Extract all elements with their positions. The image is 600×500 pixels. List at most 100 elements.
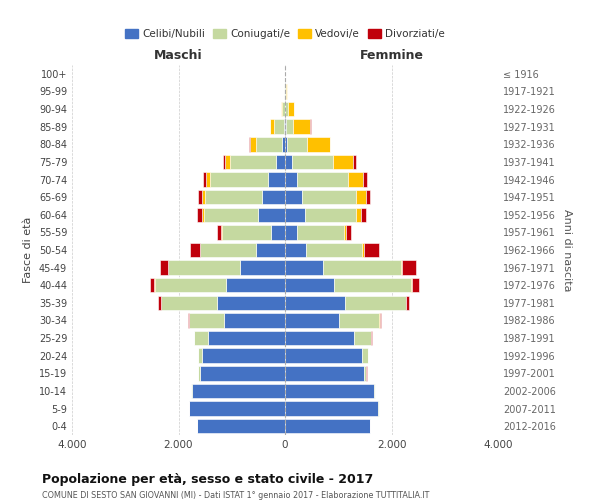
Bar bbox=[411, 278, 412, 292]
Bar bbox=[285, 419, 370, 434]
Bar bbox=[160, 260, 167, 275]
Bar bbox=[271, 225, 285, 240]
Text: Popolazione per età, sesso e stato civile - 2017: Popolazione per età, sesso e stato civil… bbox=[42, 472, 373, 486]
Bar bbox=[363, 172, 367, 186]
Bar bbox=[288, 102, 294, 117]
Bar bbox=[353, 154, 356, 169]
Bar bbox=[198, 348, 202, 363]
Text: Femmine: Femmine bbox=[359, 50, 424, 62]
Bar bbox=[198, 190, 202, 204]
Bar bbox=[226, 278, 285, 292]
Bar bbox=[223, 154, 225, 169]
Bar bbox=[282, 102, 284, 117]
Bar bbox=[285, 296, 344, 310]
Bar bbox=[287, 137, 307, 152]
Bar bbox=[284, 120, 285, 134]
Legend: Celibi/Nubili, Coniugati/e, Vedovi/e, Divorziati/e: Celibi/Nubili, Coniugati/e, Vedovi/e, Di… bbox=[122, 26, 448, 42]
Bar bbox=[230, 154, 277, 169]
Y-axis label: Fasce di età: Fasce di età bbox=[23, 217, 33, 283]
Bar bbox=[194, 331, 208, 345]
Bar bbox=[374, 384, 375, 398]
Bar bbox=[155, 278, 226, 292]
Bar bbox=[200, 243, 256, 257]
Bar bbox=[285, 208, 305, 222]
Bar bbox=[211, 172, 268, 186]
Bar bbox=[158, 296, 161, 310]
Bar bbox=[323, 260, 401, 275]
Bar bbox=[225, 154, 230, 169]
Bar bbox=[286, 84, 287, 98]
Bar bbox=[285, 137, 287, 152]
Bar bbox=[307, 137, 330, 152]
Bar bbox=[285, 172, 297, 186]
Bar bbox=[285, 278, 334, 292]
Bar bbox=[190, 243, 200, 257]
Bar bbox=[268, 172, 285, 186]
Bar bbox=[256, 137, 282, 152]
Bar bbox=[202, 208, 203, 222]
Bar bbox=[293, 120, 310, 134]
Bar bbox=[285, 384, 374, 398]
Bar bbox=[401, 260, 416, 275]
Bar bbox=[292, 154, 333, 169]
Text: COMUNE DI SESTO SAN GIOVANNI (MI) - Dati ISTAT 1° gennaio 2017 - Elaborazione TU: COMUNE DI SESTO SAN GIOVANNI (MI) - Dati… bbox=[42, 491, 430, 500]
Bar bbox=[362, 243, 364, 257]
Bar bbox=[297, 172, 349, 186]
Bar bbox=[364, 366, 366, 380]
Bar bbox=[262, 190, 285, 204]
Bar bbox=[285, 154, 292, 169]
Bar bbox=[202, 348, 285, 363]
Bar bbox=[205, 190, 262, 204]
Bar bbox=[285, 243, 307, 257]
Bar bbox=[206, 172, 211, 186]
Bar bbox=[364, 243, 379, 257]
Bar bbox=[286, 120, 293, 134]
Bar bbox=[217, 296, 285, 310]
Bar bbox=[200, 366, 285, 380]
Bar bbox=[346, 225, 351, 240]
Bar bbox=[217, 225, 221, 240]
Bar bbox=[285, 402, 378, 416]
Bar bbox=[189, 402, 285, 416]
Bar bbox=[259, 208, 285, 222]
Bar bbox=[362, 348, 368, 363]
Bar bbox=[285, 366, 364, 380]
Bar bbox=[297, 225, 344, 240]
Bar bbox=[240, 260, 285, 275]
Bar bbox=[256, 243, 285, 257]
Bar bbox=[333, 154, 353, 169]
Bar bbox=[197, 419, 285, 434]
Bar bbox=[285, 348, 362, 363]
Bar bbox=[305, 208, 356, 222]
Bar bbox=[188, 314, 189, 328]
Bar bbox=[286, 102, 288, 117]
Bar bbox=[356, 208, 361, 222]
Bar bbox=[285, 225, 297, 240]
Bar bbox=[285, 190, 302, 204]
Bar bbox=[274, 120, 284, 134]
Bar bbox=[334, 278, 411, 292]
Bar bbox=[271, 120, 274, 134]
Bar bbox=[285, 120, 286, 134]
Bar bbox=[285, 260, 323, 275]
Bar bbox=[307, 243, 362, 257]
Bar bbox=[224, 314, 285, 328]
Bar bbox=[202, 190, 205, 204]
Bar bbox=[189, 314, 224, 328]
Bar bbox=[203, 172, 206, 186]
Bar bbox=[203, 208, 259, 222]
Bar bbox=[149, 278, 154, 292]
Bar bbox=[356, 190, 367, 204]
Bar bbox=[192, 384, 285, 398]
Bar bbox=[302, 190, 356, 204]
Bar bbox=[344, 225, 346, 240]
Bar bbox=[285, 331, 354, 345]
Bar bbox=[354, 331, 371, 345]
Bar bbox=[281, 102, 282, 117]
Bar bbox=[277, 154, 285, 169]
Bar bbox=[406, 296, 409, 310]
Bar bbox=[168, 260, 240, 275]
Y-axis label: Anni di nascita: Anni di nascita bbox=[562, 209, 572, 291]
Bar bbox=[361, 208, 366, 222]
Bar bbox=[250, 137, 256, 152]
